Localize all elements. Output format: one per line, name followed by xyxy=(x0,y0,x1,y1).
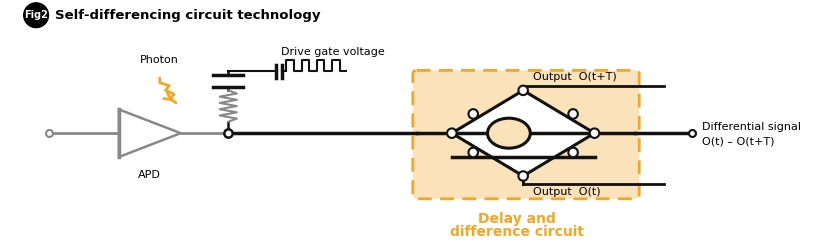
Circle shape xyxy=(518,86,528,95)
Text: Output  O(t+T): Output O(t+T) xyxy=(533,72,617,82)
Text: O(t) – O(t+T): O(t) – O(t+T) xyxy=(702,137,774,147)
Circle shape xyxy=(469,109,478,119)
Circle shape xyxy=(469,148,478,157)
Circle shape xyxy=(518,171,528,181)
Text: Fig2: Fig2 xyxy=(24,10,48,20)
Circle shape xyxy=(569,148,578,157)
Text: difference circuit: difference circuit xyxy=(449,225,584,240)
Text: APD: APD xyxy=(139,170,161,180)
Text: Differential signal: Differential signal xyxy=(702,122,801,132)
Circle shape xyxy=(569,109,578,119)
Circle shape xyxy=(447,128,457,138)
Text: Photon: Photon xyxy=(140,55,179,65)
Ellipse shape xyxy=(487,118,530,148)
Text: Delay and: Delay and xyxy=(478,212,555,226)
FancyBboxPatch shape xyxy=(412,70,639,199)
Polygon shape xyxy=(452,90,595,176)
Text: Output  O(t): Output O(t) xyxy=(533,187,601,198)
Circle shape xyxy=(590,128,599,138)
Text: Drive gate voltage: Drive gate voltage xyxy=(281,47,385,57)
Circle shape xyxy=(24,3,49,28)
Text: Self-differencing circuit technology: Self-differencing circuit technology xyxy=(55,9,321,22)
